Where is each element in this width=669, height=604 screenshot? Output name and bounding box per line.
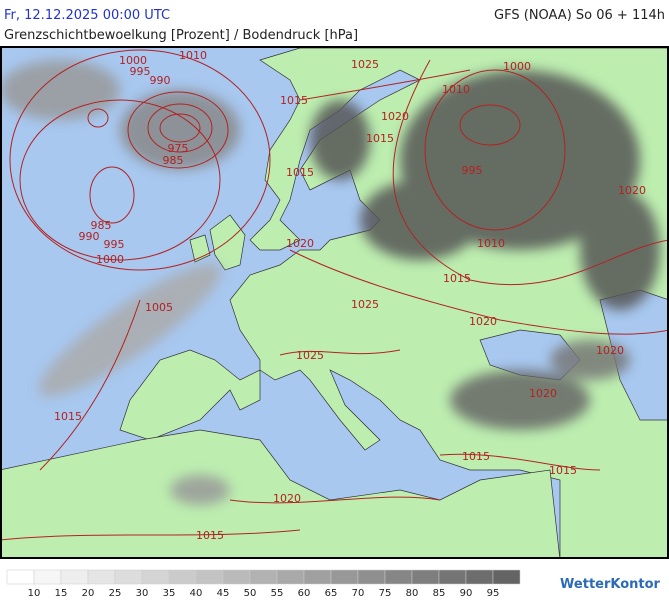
legend-label: 50 <box>244 588 257 599</box>
legend-swatch <box>330 569 359 585</box>
isobar-label: 1010 <box>442 83 470 96</box>
isobar-label: 995 <box>130 65 151 78</box>
legend-label: 95 <box>487 588 500 599</box>
isobar-label: 1000 <box>503 60 531 73</box>
isobar-label: 1015 <box>286 166 314 179</box>
isobar-label: 990 <box>79 230 100 243</box>
legend-label: 90 <box>460 588 473 599</box>
legend-label: 10 <box>28 588 41 599</box>
legend-label: 60 <box>298 588 311 599</box>
legend-swatch <box>141 569 170 585</box>
legend-label: 45 <box>217 588 230 599</box>
legend-swatch <box>276 569 305 585</box>
legend-swatch <box>87 569 116 585</box>
legend-swatch <box>168 569 197 585</box>
isobar-label: 1015 <box>280 94 308 107</box>
legend-swatch <box>6 569 35 585</box>
legend-swatch <box>465 569 494 585</box>
legend-label: 55 <box>271 588 284 599</box>
legend-swatch <box>33 569 62 585</box>
isobar-label: 1020 <box>618 184 646 197</box>
map: 1010100099599097598598599099510001025101… <box>1 47 668 558</box>
isobar-label: 985 <box>91 219 112 232</box>
isobar-label: 1025 <box>351 298 379 311</box>
legend-swatch <box>222 569 251 585</box>
legend-label: 15 <box>55 588 68 599</box>
legend-swatch <box>411 569 440 585</box>
isobar-label: 1015 <box>196 529 224 542</box>
legend: 10 15 20 25 30 35 40 45 50 55 60 65 70 75 80 85 90 95 <box>6 569 521 599</box>
legend-label: 40 <box>190 588 203 599</box>
legend-label: 75 <box>379 588 392 599</box>
legend-swatch <box>384 569 413 585</box>
isobar-label: 1020 <box>469 315 497 328</box>
isobar-label: 1005 <box>145 301 173 314</box>
legend-swatch <box>60 569 89 585</box>
isobar-label: 1020 <box>273 492 301 505</box>
isobar-labels: 1010100099599097598598599099510001025101… <box>54 49 646 542</box>
legend-label: 80 <box>406 588 419 599</box>
logo: WetterKontor <box>560 577 661 592</box>
legend-label: 20 <box>82 588 95 599</box>
isobar-label: 1015 <box>54 410 82 423</box>
legend-swatch <box>357 569 386 585</box>
legend-label: 70 <box>352 588 365 599</box>
legend-swatch <box>249 569 278 585</box>
legend-swatch <box>438 569 467 585</box>
map-title: Grenzschichtbewoelkung [Prozent] / Boden… <box>4 28 358 43</box>
isobar-label: 990 <box>150 74 171 87</box>
isobar-label: 1000 <box>119 54 147 67</box>
model-run: GFS (NOAA) So 06 + 114h <box>494 8 665 23</box>
isobar-label: 1020 <box>529 387 557 400</box>
isobar-label: 1010 <box>477 237 505 250</box>
isobar-label: 1020 <box>596 344 624 357</box>
legend-swatch <box>303 569 332 585</box>
isobar-label: 1000 <box>96 253 124 266</box>
legend-label: 65 <box>325 588 338 599</box>
date: Fr, 12.12.2025 00:00 UTC <box>4 8 170 23</box>
legend-label: 25 <box>109 588 122 599</box>
legend-swatch <box>195 569 224 585</box>
isobar-label: 1015 <box>366 132 394 145</box>
isobar-label: 975 <box>168 142 189 155</box>
isobar-label: 1020 <box>286 237 314 250</box>
isobar-label: 1015 <box>462 450 490 463</box>
legend-label: 85 <box>433 588 446 599</box>
isobar-label: 1025 <box>296 349 324 362</box>
legend-label: 30 <box>136 588 149 599</box>
map-border <box>0 46 669 559</box>
isobar-label: 1015 <box>443 272 471 285</box>
isobars <box>1 49 668 541</box>
clouds <box>1 60 660 505</box>
legend-swatch <box>492 569 521 585</box>
isobar-label: 1010 <box>179 49 207 62</box>
isobar-label: 1020 <box>381 110 409 123</box>
isobar-label: 985 <box>163 154 184 167</box>
legend-swatch <box>114 569 143 585</box>
isobar-label: 1025 <box>351 58 379 71</box>
isobar-label: 995 <box>104 238 125 251</box>
isobar-label: 1015 <box>549 464 577 477</box>
isobar-label: 995 <box>462 164 483 177</box>
legend-label: 35 <box>163 588 176 599</box>
